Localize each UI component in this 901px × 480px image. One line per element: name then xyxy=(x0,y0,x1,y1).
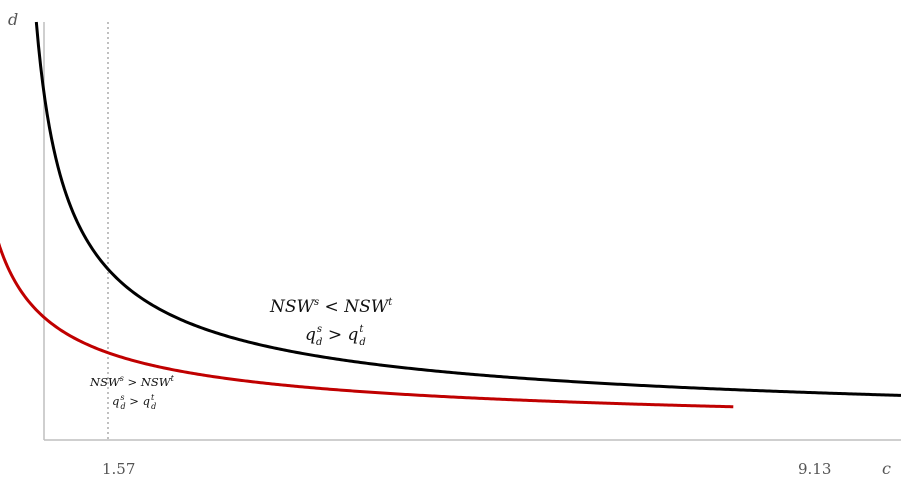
annotation-lower-line2: qs d > qt d xyxy=(112,393,156,411)
black-curve xyxy=(34,21,901,397)
annotation-upper-line2: qs d > qt d xyxy=(305,324,366,348)
annotation-lower-line1: NSWs > NSWt xyxy=(89,374,175,389)
x-tick-label: 1.57 xyxy=(102,460,135,478)
y-axis-label: d xyxy=(8,10,18,29)
x-tick-label: 9.13 xyxy=(798,460,831,478)
annotation-upper-line1: NSWs < NSWt xyxy=(269,297,393,317)
red-curve xyxy=(0,242,734,409)
x-axis-label: c xyxy=(882,459,891,478)
